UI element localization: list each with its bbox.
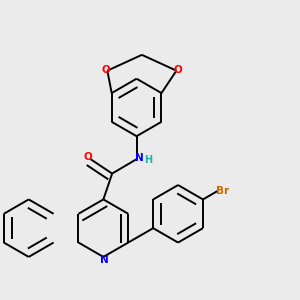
Text: O: O xyxy=(101,64,110,75)
Text: O: O xyxy=(174,64,182,75)
Text: N: N xyxy=(100,255,109,266)
Text: Br: Br xyxy=(215,186,229,196)
Text: H: H xyxy=(144,155,152,165)
Text: O: O xyxy=(83,152,92,162)
Text: N: N xyxy=(135,154,144,164)
